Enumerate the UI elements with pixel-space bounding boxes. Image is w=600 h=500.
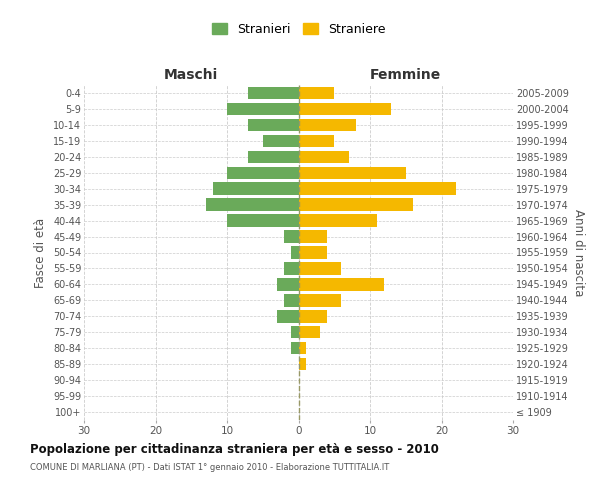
Bar	[277, 278, 299, 290]
Bar	[299, 230, 327, 243]
Bar	[299, 118, 356, 131]
Bar	[284, 262, 299, 274]
Bar	[248, 118, 299, 131]
Bar	[227, 214, 299, 227]
Text: Maschi: Maschi	[164, 68, 218, 82]
Bar	[299, 150, 349, 163]
Bar	[284, 294, 299, 306]
Bar	[299, 166, 406, 179]
Legend: Stranieri, Straniere: Stranieri, Straniere	[207, 18, 390, 40]
Text: Popolazione per cittadinanza straniera per età e sesso - 2010: Popolazione per cittadinanza straniera p…	[30, 442, 439, 456]
Bar	[212, 182, 299, 195]
Bar	[299, 134, 334, 147]
Bar	[292, 326, 299, 338]
Text: Femmine: Femmine	[370, 68, 442, 82]
Bar	[299, 214, 377, 227]
Bar	[299, 102, 391, 115]
Bar	[299, 87, 334, 99]
Bar	[248, 150, 299, 163]
Bar	[263, 134, 299, 147]
Bar	[299, 182, 456, 195]
Bar	[227, 102, 299, 115]
Text: COMUNE DI MARLIANA (PT) - Dati ISTAT 1° gennaio 2010 - Elaborazione TUTTITALIA.I: COMUNE DI MARLIANA (PT) - Dati ISTAT 1° …	[30, 463, 389, 472]
Bar	[299, 358, 305, 370]
Bar	[299, 326, 320, 338]
Bar	[299, 342, 305, 354]
Bar	[299, 310, 327, 322]
Bar	[299, 262, 341, 274]
Bar	[206, 198, 299, 211]
Y-axis label: Fasce di età: Fasce di età	[34, 218, 47, 288]
Bar	[299, 278, 385, 290]
Bar	[299, 198, 413, 211]
Bar	[299, 294, 341, 306]
Bar	[227, 166, 299, 179]
Bar	[248, 87, 299, 99]
Y-axis label: Anni di nascita: Anni di nascita	[572, 209, 586, 296]
Bar	[299, 246, 327, 258]
Bar	[284, 230, 299, 243]
Bar	[292, 246, 299, 258]
Bar	[292, 342, 299, 354]
Bar	[277, 310, 299, 322]
